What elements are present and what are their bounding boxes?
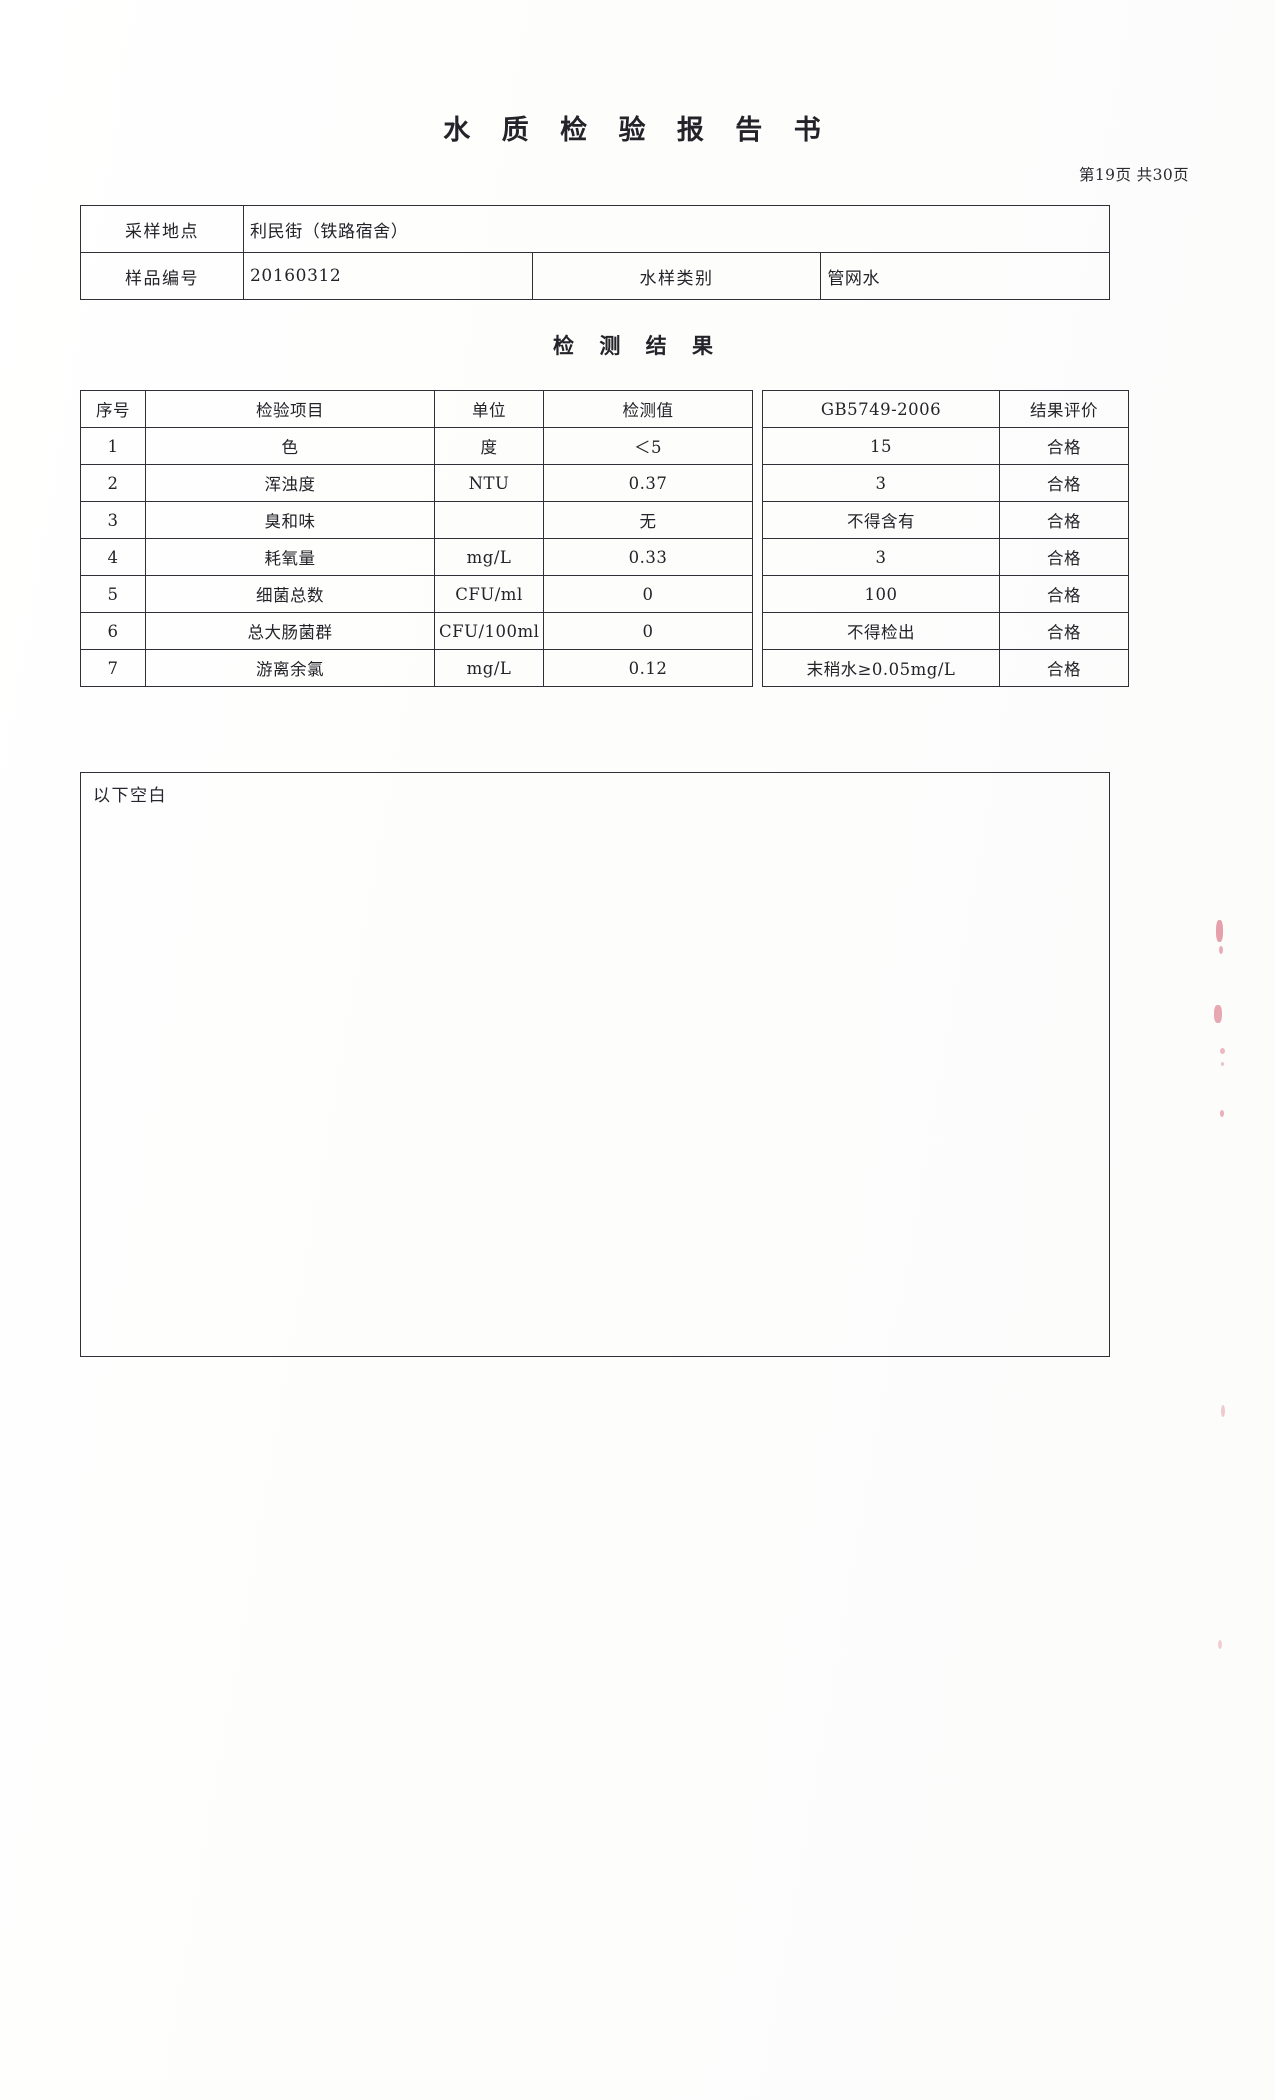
cell-standard: 100 [762,575,1000,613]
results-table-left: 序号 检验项目 单位 检测值 1 色度＜5 2 浑浊度 NTU 0.37 3 臭和味无 4 耗氧量… [80,390,753,687]
cell-test-item: 臭和味 [145,501,435,539]
cell-measured-value: 0 [543,575,753,613]
cell-standard: 末稍水≥0.05mg/L [762,649,1000,687]
cell-serial-no: 4 [80,538,146,576]
cell-test-item: 总大肠菌群 [145,612,435,650]
ink-speck [1221,1405,1225,1417]
cell-evaluation: 合格 [999,538,1129,576]
ink-speck [1219,946,1223,954]
cell-test-item: 游离余氯 [145,649,435,687]
table-row: 1 色度＜5 [80,427,753,465]
sample-info-table: 采样地点 利民街（铁路宿舍） 样品编号 20160312 水样类别 管网水 [80,205,1110,300]
cell-measured-value: 无 [543,501,753,539]
table-row: 100 合格 [762,575,1129,613]
ink-speck [1214,1005,1222,1023]
page-title: 水 质 检 验 报 告 书 [443,115,832,146]
header-evaluation: 结果评价 [999,390,1129,428]
cell-measured-value: 0.33 [543,538,753,576]
cell-standard: 15 [762,427,1000,465]
cell-test-item: 色 [145,427,435,465]
cell-evaluation: 合格 [999,501,1129,539]
sampling-location-value: 利民街（铁路宿舍） [243,205,1110,253]
cell-serial-no: 7 [80,649,146,687]
cell-standard: 不得含有 [762,501,1000,539]
cell-unit: CFU/ml [434,575,544,613]
table-row: 15 合格 [762,427,1129,465]
cell-measured-value: ＜5 [543,427,753,465]
table-row: 采样地点 利民街（铁路宿舍） [80,205,1110,253]
table-row: 7 游离余氯 mg/L 0.12 [80,649,753,687]
ink-speck [1216,920,1223,942]
cell-measured-value: 0.37 [543,464,753,502]
cell-serial-no: 5 [80,575,146,613]
cell-evaluation: 合格 [999,464,1129,502]
table-row: 3 臭和味 无 [80,501,753,539]
header-unit: 单位 [434,390,544,428]
cell-measured-value: 0.12 [543,649,753,687]
cell-evaluation: 合格 [999,427,1129,465]
table-row: 3 合格 [762,538,1129,576]
blank-area-note: 以下空白 [93,786,167,806]
blank-area-box: 以下空白 [80,772,1110,1357]
cell-standard: 不得检出 [762,612,1000,650]
header-test-item: 检验项目 [145,390,435,428]
cell-evaluation: 合格 [999,612,1129,650]
water-type-value: 管网水 [820,252,1110,300]
ink-speck [1221,1062,1224,1066]
cell-serial-no: 3 [80,501,146,539]
cell-test-item: 浑浊度 [145,464,435,502]
table-row: 6 总大肠菌群 CFU/100ml 0 [80,612,753,650]
sampling-location-label: 采样地点 [80,205,244,253]
page-indicator: 第19页 共30页 [1079,166,1189,184]
cell-test-item: 细菌总数 [145,575,435,613]
cell-serial-no: 1 [80,427,146,465]
cell-unit: mg/L [434,649,544,687]
header-standard-gb5749: GB5749-2006 [762,390,1000,428]
table-row: 3 合格 [762,464,1129,502]
sample-number-label: 样品编号 [80,252,244,300]
cell-evaluation: 合格 [999,575,1129,613]
results-right-body: 15 合格 3 合格 不得含有 合格 3 合格 100 合格 不得检出 合格 末稍水≥0.05mg/L 合… [762,427,1129,687]
cell-unit: NTU [434,464,544,502]
table-row: 不得含有 合格 [762,501,1129,539]
table-row: 样品编号 20160312 水样类别 管网水 [80,252,1110,300]
cell-serial-no: 6 [80,612,146,650]
table-header-row: GB5749-2006 结果评价 [762,390,1129,428]
cell-unit [434,501,544,539]
cell-evaluation: 合格 [999,649,1129,687]
results-left-body: 1 色度＜5 2 浑浊度 NTU 0.37 3 臭和味无 4 耗氧量 mg/L 0.33 5 细菌总数 CF… [80,427,753,687]
cell-test-item: 耗氧量 [145,538,435,576]
cell-standard: 3 [762,538,1000,576]
results-table-right: GB5749-2006 结果评价 15 合格 3 合格 不得含有 合格 3 合格 100 合格 不得… [762,390,1129,687]
cell-measured-value: 0 [543,612,753,650]
ink-speck [1220,1110,1224,1117]
ink-speck [1218,1640,1222,1649]
table-row: 2 浑浊度 NTU 0.37 [80,464,753,502]
cell-unit: CFU/100ml [434,612,544,650]
table-row: 不得检出 合格 [762,612,1129,650]
sample-number-value: 20160312 [243,252,533,300]
results-heading: 检 测 结 果 [553,333,722,358]
table-row: 4 耗氧量 mg/L 0.33 [80,538,753,576]
cell-standard: 3 [762,464,1000,502]
ink-speck [1220,1048,1225,1054]
header-measured-value: 检测值 [543,390,753,428]
table-header-row: 序号 检验项目 单位 检测值 [80,390,753,428]
cell-unit: mg/L [434,538,544,576]
table-row: 末稍水≥0.05mg/L 合格 [762,649,1129,687]
water-type-label: 水样类别 [531,252,822,300]
table-row: 5 细菌总数 CFU/ml 0 [80,575,753,613]
header-serial-no: 序号 [80,390,146,428]
cell-unit: 度 [434,427,544,465]
cell-serial-no: 2 [80,464,146,502]
